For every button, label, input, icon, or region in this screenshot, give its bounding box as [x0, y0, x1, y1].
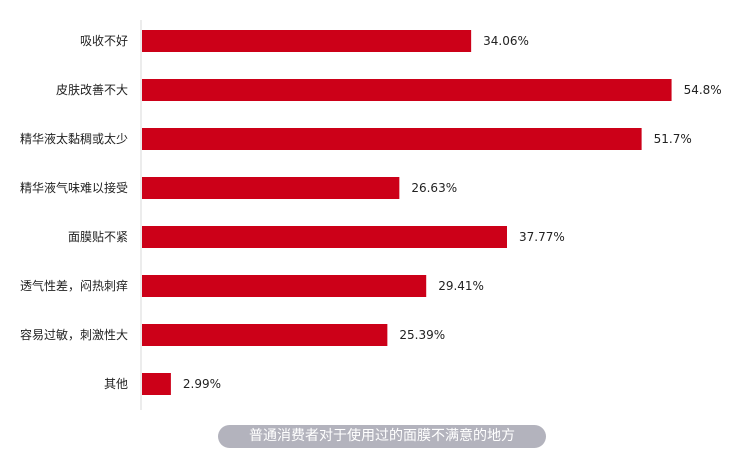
value-label: 25.39% — [399, 328, 445, 342]
value-label: 34.06% — [483, 34, 529, 48]
bar — [142, 275, 427, 297]
bars-layer: 吸收不好 34.06% 皮肤改善不大 54.8% 精华液太黏稠或太少 51.7% 精华液气味… — [20, 30, 722, 395]
category-label: 精华液气味难以接受 — [20, 180, 128, 195]
chart-caption: 普通消费者对于使用过的面膜不满意的地方 — [218, 425, 546, 448]
category-label: 容易过敏，刺激性大 — [20, 327, 128, 342]
bar — [142, 79, 672, 101]
bar — [142, 177, 400, 199]
category-label: 透气性差，闷热刺痒 — [20, 278, 128, 293]
value-label: 2.99% — [183, 377, 221, 391]
value-label: 51.7% — [654, 132, 692, 146]
bar — [142, 30, 472, 52]
value-label: 37.77% — [519, 230, 565, 244]
bar — [142, 128, 642, 150]
category-label: 皮肤改善不大 — [56, 82, 128, 97]
value-label: 54.8% — [684, 83, 722, 97]
category-label: 面膜贴不紧 — [68, 230, 128, 244]
value-label: 26.63% — [411, 181, 457, 195]
bar — [142, 324, 388, 346]
category-label: 精华液太黏稠或太少 — [20, 131, 128, 146]
bar — [142, 373, 171, 395]
bar — [142, 226, 507, 248]
category-label: 其他 — [104, 377, 128, 391]
category-label: 吸收不好 — [80, 34, 128, 48]
value-label: 29.41% — [438, 279, 484, 293]
